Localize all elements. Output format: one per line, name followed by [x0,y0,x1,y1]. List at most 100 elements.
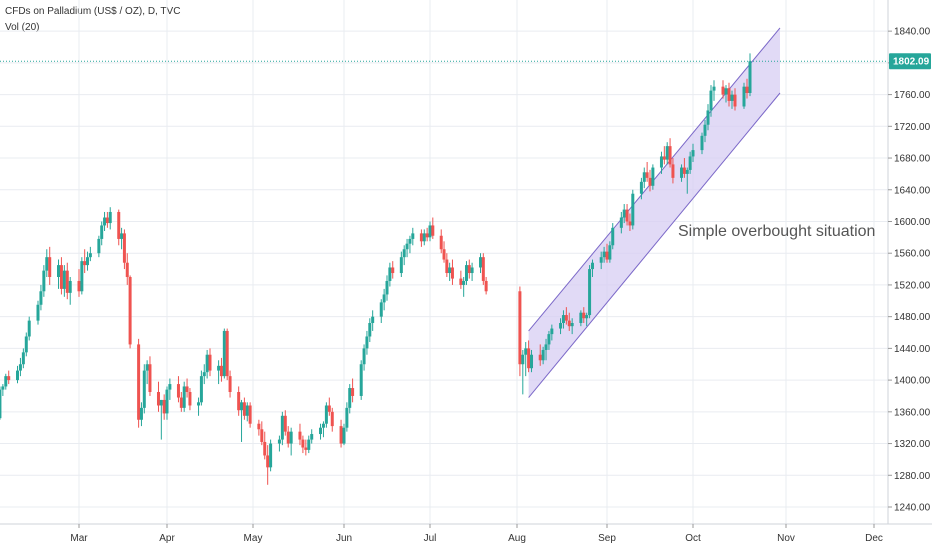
candle-body [391,267,395,274]
candle-body [712,86,716,91]
x-tick-label: Oct [685,533,701,544]
candle-body [185,386,189,392]
candle-body [159,399,163,406]
candle-body [651,167,655,186]
price-axis [888,0,932,550]
candle-body [7,376,11,381]
candle-body [538,354,542,361]
candle-body [742,86,746,107]
candle-body [304,447,308,450]
candle-body [628,221,632,226]
candle-body [642,172,646,182]
candle-body [709,90,713,111]
y-tick-label: 1720.00 [894,122,931,133]
candle-body [137,344,141,420]
candle-body [188,392,192,406]
candle-body [348,388,352,408]
candle-body [691,150,695,157]
candle-body [1,386,5,390]
candle-body [219,365,223,377]
candle-body [217,365,221,371]
candle-body [608,245,612,260]
candle-body [263,441,267,456]
candle-body [59,265,63,289]
x-tick-label: Jun [336,533,352,544]
time-axis [0,524,932,550]
candle-body [77,280,81,292]
candle-body [567,320,571,327]
candle-body [205,354,209,373]
candle-body [88,253,92,258]
candle-body [339,426,343,444]
candle-body [721,86,725,95]
y-tick-label: 1360.00 [894,407,931,418]
candle-body [362,348,366,365]
candle-body [42,270,46,292]
candle-body [142,370,146,408]
annotation-text: Simple overbought situation [678,223,875,240]
candle-body [319,427,323,435]
candle-body [602,251,606,258]
candle-body [24,336,28,353]
candle-body [582,312,586,319]
candle-body [445,259,449,274]
candle-body [120,233,124,239]
candle-body [148,364,152,392]
candle-body [182,386,186,408]
candle-body [228,376,232,392]
trend-channel-fill [528,27,780,398]
candle-body [442,249,446,260]
candle-body [100,225,104,239]
candle-body [648,177,652,186]
candle-body [237,392,241,411]
candle-body [162,399,166,414]
candle-body [260,429,264,442]
candle-body [727,88,731,101]
candle-body [202,372,206,377]
candle-body [470,267,474,274]
candle-body [342,427,346,444]
candle-body [382,294,386,303]
candle-body [481,257,485,281]
candle-body [659,156,663,168]
candle-body [561,315,565,323]
y-tick-label: 1760.00 [894,90,931,101]
candle-body [86,257,90,266]
candle-body [631,193,635,226]
y-tick-label: 1280.00 [894,471,931,482]
candle-body [700,135,704,151]
candle-body [425,233,429,238]
candle-body [277,439,281,444]
candle-body [257,423,261,430]
candle-body [671,164,675,178]
candle-body [21,352,25,365]
candle-body [625,209,629,222]
y-tick-label: 1600.00 [894,217,931,228]
candle-body [139,407,143,420]
candle-body [83,261,87,266]
candle-body [570,323,574,327]
candle-body [269,443,273,468]
candle-body [611,227,615,246]
candle-body [156,392,160,406]
candle-body [27,320,31,337]
candle-body [283,415,287,432]
y-tick-label: 1840.00 [894,27,931,38]
candle-body [108,211,112,224]
candle-body [298,431,302,440]
candle-body [439,235,443,250]
volume-indicator-label[interactable]: Vol (20) [5,22,40,33]
candle-body [590,262,594,270]
candle-body [125,262,129,277]
candle-body [459,278,463,285]
candle-body [385,280,389,295]
candle-body [665,146,669,160]
candle-body [16,370,19,381]
candle-body [662,156,666,160]
candle-body [80,261,84,292]
candle-body [65,270,69,293]
candle-body [168,384,172,390]
candle-body [365,336,369,349]
